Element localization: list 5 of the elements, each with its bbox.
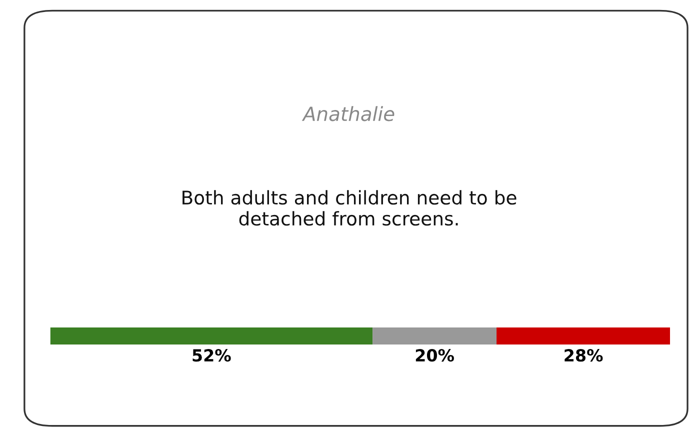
data-label: 20% bbox=[416, 349, 454, 362]
data-label: 52% bbox=[192, 349, 231, 362]
chart-subtitle: Both adults and children need to be detached from screens. bbox=[182, 190, 516, 226]
chart-title: Anathalie bbox=[302, 106, 394, 122]
data-label: 28% bbox=[564, 349, 603, 362]
